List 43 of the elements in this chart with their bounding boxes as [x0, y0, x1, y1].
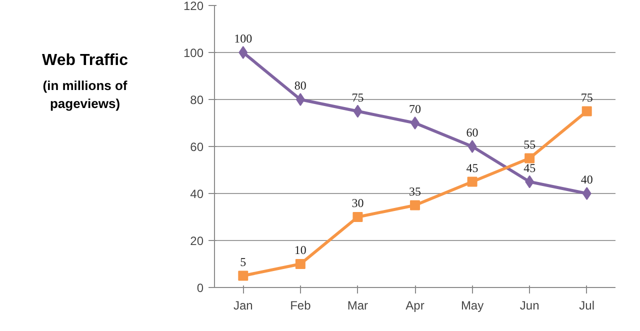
data-label: 35	[409, 184, 421, 198]
text: Web Traffic	[41, 51, 129, 71]
point	[468, 140, 477, 153]
y-tick-label: 100	[183, 46, 204, 60]
x-tick-label: Apr	[406, 298, 424, 312]
data-label: 10	[294, 243, 306, 257]
data-label: 40	[580, 172, 593, 186]
x-tick-label: Jan	[233, 298, 253, 312]
point	[296, 93, 305, 106]
point	[467, 176, 478, 187]
y-tick-label: 120	[183, 0, 204, 13]
x-tick-label: Jun	[520, 298, 540, 312]
y-tick-label: 80	[190, 93, 204, 107]
point	[582, 106, 592, 116]
x-tick-label: May	[460, 298, 484, 312]
point	[238, 270, 248, 281]
data-label: 45	[466, 160, 478, 175]
text: (in millions of pageviews)	[42, 76, 128, 114]
point	[238, 46, 248, 59]
data-label: 30	[352, 196, 364, 210]
data-label: 75	[352, 90, 364, 104]
data-label: 5	[240, 254, 246, 269]
point	[352, 212, 363, 222]
point	[295, 259, 306, 269]
data-label: 75	[580, 90, 593, 104]
x-tick-label: Mar	[347, 298, 368, 312]
y-tick-label: 40	[190, 187, 204, 201]
y-tick-label: 0	[196, 281, 204, 295]
point	[410, 200, 420, 210]
data-label: 80	[294, 78, 306, 92]
data-label: 70	[409, 102, 421, 116]
point	[525, 175, 534, 188]
point	[524, 153, 535, 164]
y-tick-label: 20	[190, 234, 204, 248]
point	[582, 187, 592, 200]
y-tick-label: 60	[190, 140, 204, 154]
data-label: 60	[466, 126, 478, 140]
point	[353, 104, 362, 118]
x-tick-label: Jul	[579, 298, 595, 312]
data-label: 55	[524, 137, 536, 152]
data-label: 100	[234, 32, 252, 46]
x-tick-label: Feb	[290, 298, 312, 312]
data-label: 45	[524, 160, 536, 175]
